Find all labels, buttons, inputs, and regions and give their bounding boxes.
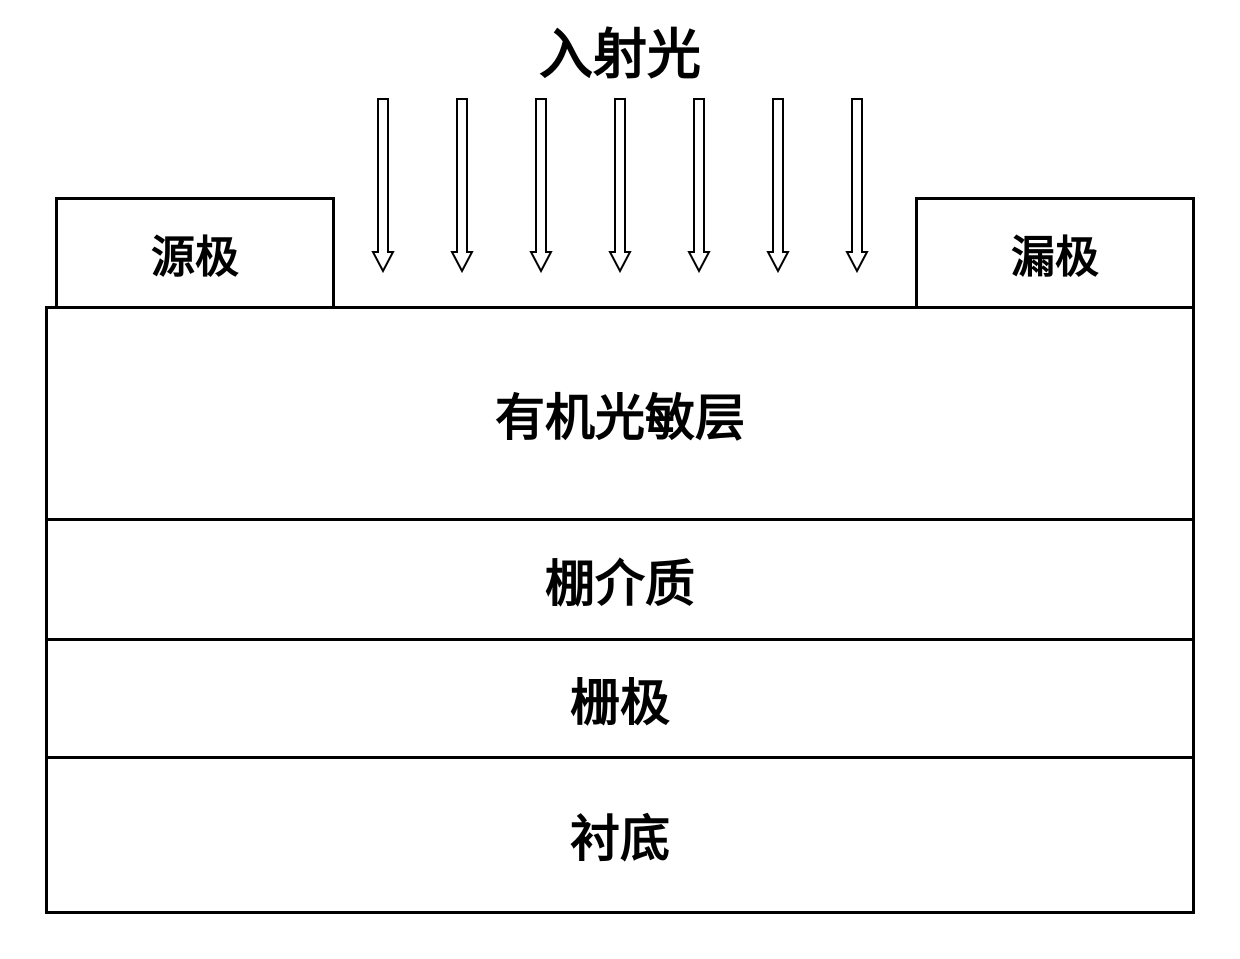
light-arrow-icon — [687, 97, 711, 273]
light-arrow-icon — [450, 97, 474, 273]
photosensitive-layer: 有机光敏层 — [45, 306, 1195, 521]
light-arrow-icon — [845, 97, 869, 273]
drain-label: 漏极 — [1011, 221, 1099, 285]
light-arrow-icon — [766, 97, 790, 273]
source-label: 源极 — [151, 221, 239, 285]
substrate-layer: 衬底 — [45, 759, 1195, 914]
gate-label: 栅极 — [570, 663, 670, 735]
gate-dielectric-layer: 棚介质 — [45, 521, 1195, 641]
light-arrow-icon — [608, 97, 632, 273]
incident-light-label: 入射光 — [539, 10, 701, 89]
gate-electrode-layer: 栅极 — [45, 641, 1195, 759]
light-arrow-icon — [371, 97, 395, 273]
device-schematic: 入射光 源极 漏极 有机光敏层 — [45, 10, 1195, 914]
drain-electrode: 漏极 — [915, 197, 1195, 309]
substrate-label: 衬底 — [570, 799, 670, 871]
light-arrow-icon — [529, 97, 553, 273]
light-arrows-row — [371, 97, 869, 277]
source-electrode: 源极 — [55, 197, 335, 309]
dielectric-label: 棚介质 — [545, 544, 695, 616]
photosensitive-label: 有机光敏层 — [495, 378, 745, 450]
